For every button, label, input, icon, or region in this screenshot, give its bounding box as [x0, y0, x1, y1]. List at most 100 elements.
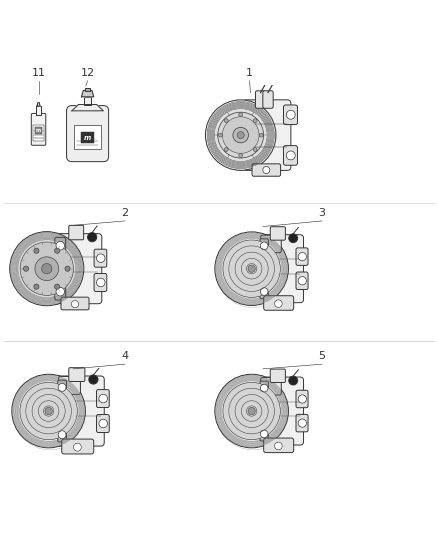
FancyBboxPatch shape	[264, 438, 293, 453]
FancyBboxPatch shape	[258, 235, 304, 303]
FancyBboxPatch shape	[69, 368, 85, 382]
FancyBboxPatch shape	[260, 427, 268, 441]
FancyBboxPatch shape	[252, 164, 281, 176]
Circle shape	[263, 166, 270, 174]
FancyBboxPatch shape	[59, 376, 81, 394]
Circle shape	[56, 287, 64, 296]
Circle shape	[58, 431, 66, 439]
FancyBboxPatch shape	[263, 91, 273, 108]
FancyBboxPatch shape	[96, 415, 109, 432]
Circle shape	[239, 154, 243, 157]
Circle shape	[286, 151, 295, 160]
Circle shape	[253, 119, 257, 123]
Circle shape	[42, 263, 52, 274]
Circle shape	[218, 112, 264, 158]
FancyBboxPatch shape	[94, 273, 107, 292]
FancyBboxPatch shape	[296, 414, 308, 432]
Circle shape	[12, 374, 85, 448]
Text: 1: 1	[246, 68, 253, 78]
FancyBboxPatch shape	[58, 380, 67, 394]
FancyBboxPatch shape	[35, 127, 42, 134]
Circle shape	[275, 300, 282, 308]
Circle shape	[24, 266, 28, 271]
FancyBboxPatch shape	[61, 297, 89, 310]
FancyBboxPatch shape	[55, 237, 66, 254]
Circle shape	[10, 232, 84, 306]
Circle shape	[34, 284, 39, 289]
Text: m: m	[36, 128, 41, 133]
Circle shape	[55, 284, 60, 289]
Circle shape	[88, 232, 97, 242]
Circle shape	[298, 277, 307, 285]
FancyBboxPatch shape	[69, 225, 84, 240]
FancyBboxPatch shape	[81, 132, 94, 143]
Circle shape	[233, 127, 248, 143]
Text: 2: 2	[121, 208, 128, 218]
Text: 5: 5	[318, 351, 325, 361]
Circle shape	[96, 278, 105, 287]
FancyBboxPatch shape	[260, 381, 268, 395]
Circle shape	[239, 112, 243, 117]
Circle shape	[224, 148, 228, 151]
FancyBboxPatch shape	[94, 249, 107, 267]
FancyBboxPatch shape	[67, 106, 109, 161]
Circle shape	[248, 407, 255, 415]
Circle shape	[205, 100, 276, 171]
Circle shape	[215, 232, 288, 305]
Circle shape	[253, 148, 257, 151]
Circle shape	[58, 383, 66, 391]
Text: 3: 3	[318, 208, 325, 218]
Circle shape	[223, 382, 280, 440]
Circle shape	[260, 288, 268, 295]
Circle shape	[35, 257, 59, 280]
Circle shape	[34, 248, 39, 253]
Circle shape	[298, 419, 307, 427]
FancyBboxPatch shape	[283, 105, 297, 125]
Circle shape	[260, 242, 268, 249]
FancyBboxPatch shape	[264, 296, 293, 310]
FancyBboxPatch shape	[74, 125, 101, 149]
Circle shape	[237, 132, 244, 139]
Circle shape	[286, 110, 295, 119]
FancyBboxPatch shape	[296, 248, 308, 265]
FancyBboxPatch shape	[270, 369, 286, 383]
FancyBboxPatch shape	[56, 376, 104, 446]
Circle shape	[99, 419, 107, 428]
Circle shape	[223, 117, 259, 154]
Circle shape	[56, 241, 64, 250]
Circle shape	[298, 395, 307, 403]
FancyBboxPatch shape	[55, 284, 66, 300]
Circle shape	[224, 119, 228, 123]
Polygon shape	[81, 91, 94, 97]
Circle shape	[71, 301, 78, 308]
FancyBboxPatch shape	[58, 427, 67, 442]
Circle shape	[74, 443, 81, 451]
Circle shape	[260, 384, 268, 392]
Text: 11: 11	[32, 68, 46, 78]
Circle shape	[248, 265, 255, 272]
FancyBboxPatch shape	[255, 91, 266, 108]
Circle shape	[20, 382, 78, 440]
Circle shape	[20, 242, 74, 295]
Circle shape	[260, 430, 268, 438]
Circle shape	[275, 442, 282, 450]
Circle shape	[99, 394, 107, 403]
Text: m: m	[84, 135, 91, 141]
Circle shape	[289, 234, 298, 243]
FancyBboxPatch shape	[283, 146, 297, 165]
Text: 4: 4	[121, 351, 128, 361]
FancyBboxPatch shape	[96, 390, 109, 408]
Bar	[85, 88, 90, 91]
Circle shape	[298, 253, 307, 261]
Circle shape	[65, 266, 70, 271]
Polygon shape	[72, 104, 103, 111]
FancyBboxPatch shape	[62, 439, 94, 454]
Circle shape	[223, 240, 280, 297]
FancyBboxPatch shape	[260, 239, 268, 253]
Circle shape	[259, 133, 263, 137]
Circle shape	[289, 376, 298, 385]
Bar	[36, 106, 41, 115]
FancyBboxPatch shape	[31, 114, 46, 146]
FancyBboxPatch shape	[243, 100, 291, 171]
Text: 12: 12	[81, 68, 95, 78]
